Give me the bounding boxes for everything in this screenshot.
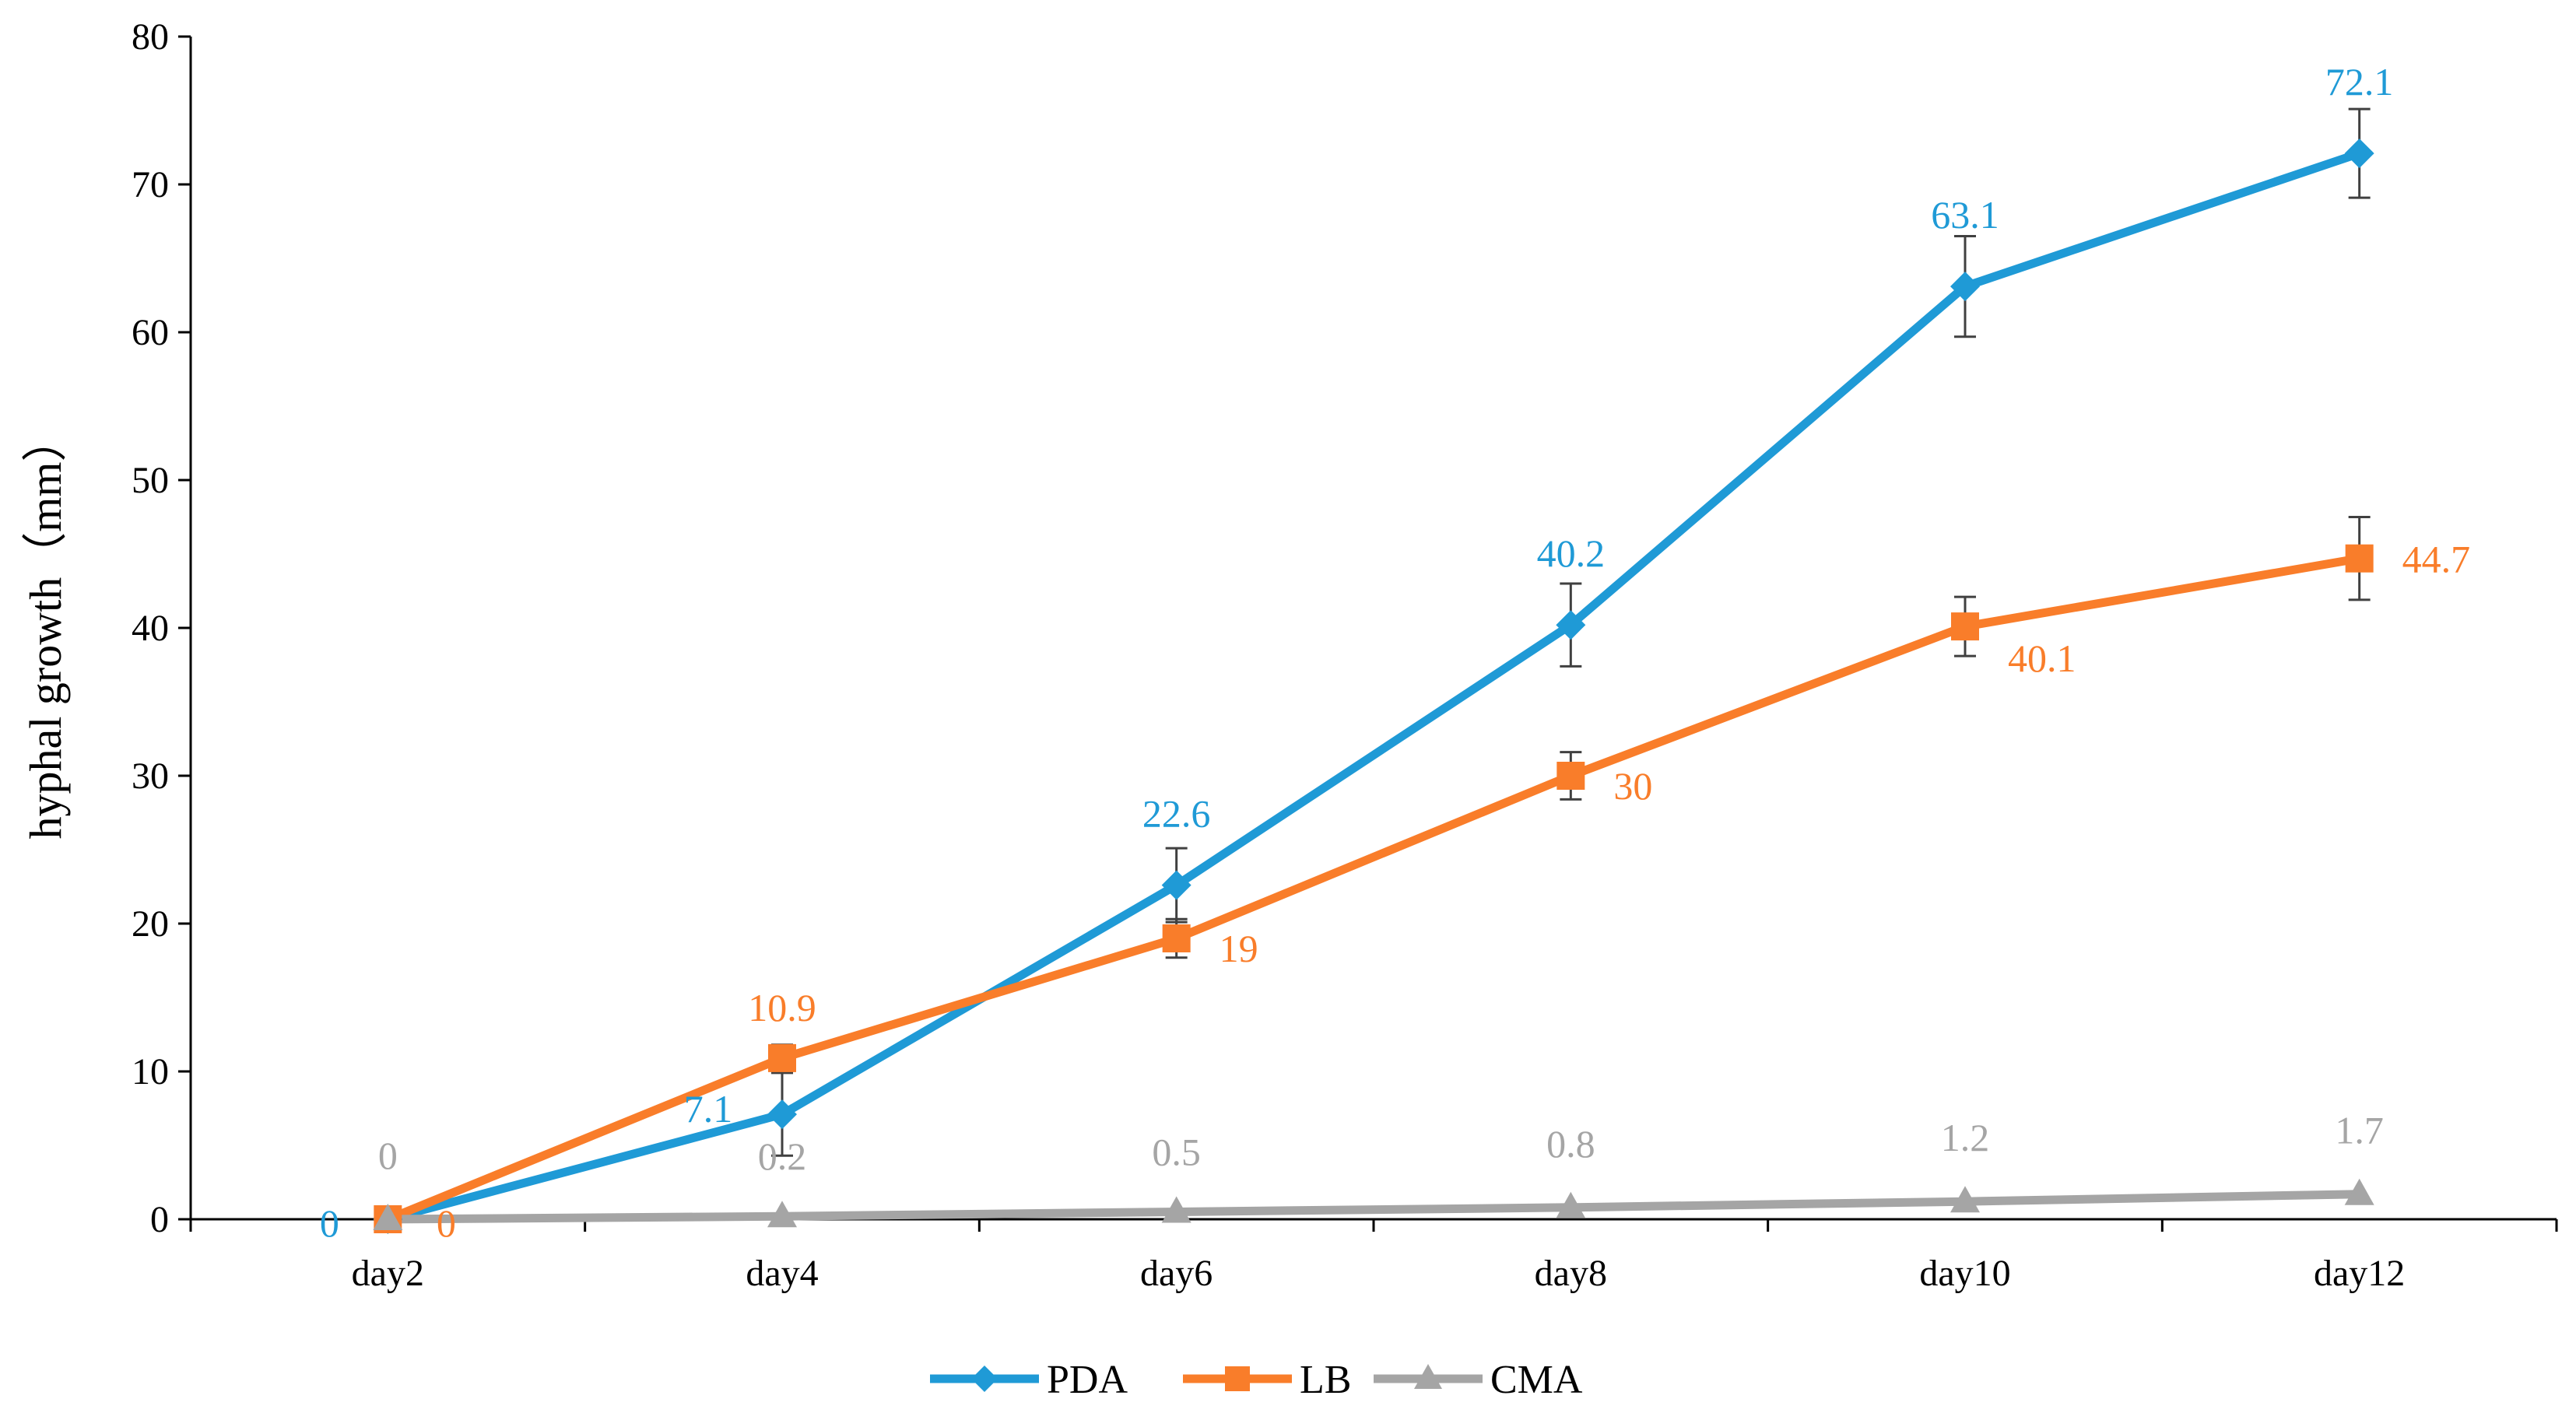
data-labels: 0 7.1 22.6 40.2 63.1 72.1 0 10.9 19 30 40.1 44.7 0 0.… bbox=[320, 60, 2470, 1245]
data-label-cma: 1.7 bbox=[2335, 1109, 2384, 1152]
y-tick-label: 50 bbox=[132, 460, 169, 501]
legend-marker-pda bbox=[971, 1366, 998, 1392]
y-tick-label: 70 bbox=[132, 164, 169, 205]
data-point-lb bbox=[1556, 762, 1585, 790]
x-tick-label: day4 bbox=[746, 1253, 818, 1294]
data-point-cma bbox=[373, 1204, 403, 1230]
data-label-cma: 0.2 bbox=[758, 1134, 807, 1178]
data-point-pda bbox=[1556, 610, 1586, 640]
x-tick-label: day6 bbox=[1140, 1253, 1213, 1294]
y-tick-label: 40 bbox=[132, 608, 169, 649]
x-tick-label: day10 bbox=[1919, 1253, 2010, 1294]
data-label-pda: 63.1 bbox=[1931, 193, 1999, 237]
data-label-lb: 30 bbox=[1613, 764, 1652, 808]
data-point-pda bbox=[767, 1099, 797, 1130]
series-markers bbox=[373, 138, 2374, 1234]
data-point-cma bbox=[1950, 1186, 1980, 1213]
y-tick-label: 60 bbox=[132, 312, 169, 353]
data-point-lb bbox=[2345, 544, 2374, 573]
data-point-lb bbox=[1951, 612, 1979, 641]
series-line-lb bbox=[383, 554, 2364, 1224]
data-label-pda: 22.6 bbox=[1142, 792, 1211, 836]
y-tick-label: 30 bbox=[132, 756, 169, 797]
legend-marker-lb bbox=[1225, 1366, 1250, 1391]
x-tick-label: day8 bbox=[1535, 1253, 1607, 1294]
legend-label-pda: PDA bbox=[1047, 1358, 1128, 1402]
y-tick-label: 10 bbox=[132, 1051, 169, 1092]
data-label-pda: 72.1 bbox=[2325, 60, 2394, 103]
x-tick-label: day2 bbox=[352, 1253, 424, 1294]
data-label-pda: 0 bbox=[320, 1201, 339, 1245]
data-label-lb: 44.7 bbox=[2402, 538, 2471, 581]
data-label-lb: 19 bbox=[1220, 927, 1258, 970]
data-point-cma bbox=[767, 1201, 797, 1228]
y-tick-label: 20 bbox=[132, 903, 169, 945]
y-tick-label: 80 bbox=[132, 16, 169, 58]
y-tick-label: 0 bbox=[150, 1199, 169, 1240]
data-point-cma bbox=[2344, 1178, 2374, 1205]
legend: PDA LB CMA bbox=[930, 1358, 1583, 1402]
data-point-pda bbox=[1161, 870, 1191, 900]
x-tick-label: day12 bbox=[2314, 1253, 2405, 1294]
legend-marker-cma bbox=[1414, 1364, 1442, 1389]
series-line-cma bbox=[383, 1190, 2364, 1224]
data-point-lb bbox=[1162, 924, 1191, 952]
data-point-pda bbox=[2344, 138, 2374, 169]
data-label-pda: 40.2 bbox=[1537, 531, 1606, 575]
data-label-lb: 0 bbox=[437, 1201, 456, 1245]
data-label-lb: 40.1 bbox=[2008, 636, 2076, 680]
series-line-pda bbox=[383, 149, 2364, 1224]
data-point-cma bbox=[1161, 1196, 1191, 1223]
y-axis-title: hyphal growth（mm） bbox=[20, 417, 71, 840]
data-label-cma: 1.2 bbox=[1941, 1116, 1990, 1159]
legend-label-cma: CMA bbox=[1490, 1358, 1583, 1402]
axes: 0 10 20 30 40 50 60 70 80 day2 day4 day6 day8 day10 da… bbox=[20, 16, 2558, 1294]
legend-label-lb: LB bbox=[1300, 1358, 1351, 1402]
series-lines bbox=[383, 149, 2364, 1224]
data-label-cma: 0.8 bbox=[1546, 1122, 1595, 1166]
data-label-lb: 10.9 bbox=[748, 986, 816, 1029]
data-label-pda: 7.1 bbox=[684, 1087, 733, 1131]
data-label-cma: 0 bbox=[378, 1134, 398, 1177]
data-label-cma: 0.5 bbox=[1152, 1131, 1201, 1174]
data-point-pda bbox=[1950, 272, 1980, 302]
data-point-lb bbox=[768, 1043, 796, 1072]
data-point-cma bbox=[1556, 1191, 1586, 1218]
